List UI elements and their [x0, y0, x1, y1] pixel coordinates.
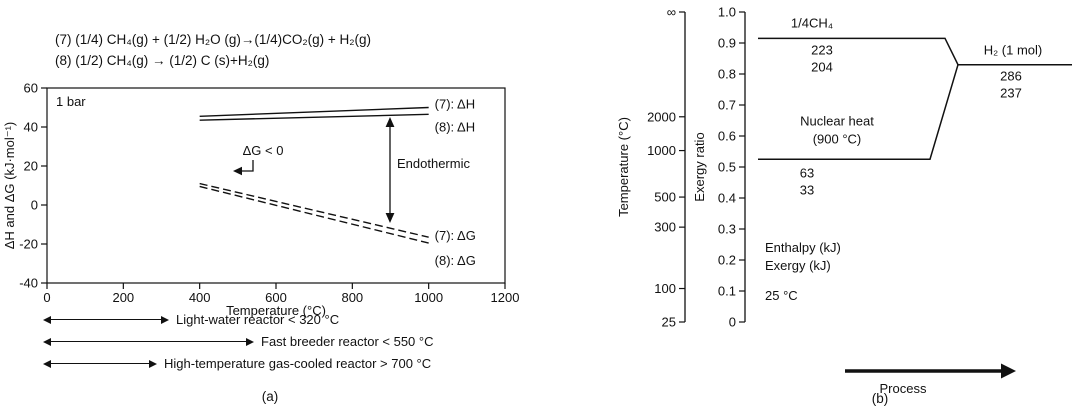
x-tick-label: 400 [189, 290, 211, 305]
nuclear-enthalpy-value: 63 [800, 165, 814, 180]
temperature-axis-title: Temperature (°C) [616, 117, 631, 217]
legend-exergy: Exergy (kJ) [765, 258, 831, 273]
endothermic-label: Endothermic [397, 156, 470, 171]
arrow-left-icon [233, 166, 242, 176]
x-tick-label: 600 [265, 290, 287, 305]
pressure-label: 1 bar [56, 94, 86, 109]
temp-tick-label: 500 [654, 190, 676, 205]
y-tick-label: 60 [24, 81, 38, 96]
range-arrow-icon [43, 337, 254, 346]
range-arrow-icon [43, 315, 169, 324]
x-tick-label: 800 [341, 290, 363, 305]
exergy-tick-label: 0.9 [718, 36, 736, 51]
exergy-tick-label: 0 [729, 315, 736, 330]
y-tick-label: 20 [24, 159, 38, 174]
temp-tick-label: 100 [654, 281, 676, 296]
exergy-tick-label: 0.6 [718, 129, 736, 144]
series-line [199, 185, 429, 244]
exergy-tick-label: 0.7 [718, 98, 736, 113]
temp-tick-label: 2000 [647, 109, 676, 124]
exergy-tick-label: 0.5 [718, 160, 736, 175]
exergy-ratio-diagram: ∞ 2000 1000 500 300 100 25 Temperature (°C) 0 0.1… [616, 5, 1072, 396]
ch4-enthalpy-value: 223 [811, 42, 833, 57]
exergy-axis-title: Exergy ratio [692, 132, 707, 201]
y-tick-label: -40 [19, 276, 38, 291]
ambient-temperature-label: 25 °C [765, 288, 798, 303]
legend-enthalpy: Enthalpy (kJ) [765, 240, 841, 255]
series-line [199, 113, 429, 121]
equation-8: (8) (1/2) CH₄(g) → (1/2) C (s)+H₂(g) [55, 53, 270, 68]
process-label: Process [880, 381, 927, 396]
series-label: (7): ΔG [435, 228, 476, 243]
x-tick-label: 1200 [491, 290, 520, 305]
caption-a: (a) [261, 389, 279, 404]
ch4-exergy-value: 204 [811, 59, 833, 74]
reaction-equations: (7) (1/4) CH₄(g) + (1/2) H₂O (g)→(1/4)CO… [55, 29, 371, 71]
x-tick-label: 0 [43, 290, 50, 305]
series-label: (8): ΔG [435, 253, 476, 268]
reactor-label: Fast breeder reactor < 550 °C [261, 333, 434, 349]
x-tick-label: 200 [112, 290, 134, 305]
series-line [199, 182, 429, 238]
x-tick-label: 1000 [414, 290, 443, 305]
arrow-down-icon [385, 213, 395, 223]
reactor-label: Light-water reactor < 320 °C [176, 311, 340, 327]
exergy-tick-label: 0.1 [718, 284, 736, 299]
reactor-temperature-ranges: Light-water reactor < 320 °C Fast breede… [43, 308, 434, 374]
h2-label: H₂ (1 mol) [984, 43, 1043, 58]
temp-tick-label: 300 [654, 220, 676, 235]
equation-7: (7) (1/4) CH₄(g) + (1/2) H₂O (g)→(1/4)CO… [55, 32, 372, 47]
ch4-to-h2-line [758, 37, 1072, 66]
temp-tick-label: 1000 [647, 143, 676, 158]
arrow-right-icon [1001, 363, 1016, 379]
y-tick-label: 0 [31, 198, 38, 213]
caption-b: (b) [871, 391, 889, 406]
h2-enthalpy-value: 286 [1000, 69, 1022, 84]
series-label: (8): ΔH [435, 119, 475, 134]
temp-tick-label: ∞ [667, 5, 676, 20]
series-label: (7): ΔH [435, 97, 475, 112]
y-tick-label: -20 [19, 237, 38, 252]
nuclear-heat-label: Nuclear heat [800, 113, 874, 128]
reactor-row-fast-breeder: Fast breeder reactor < 550 °C [43, 330, 434, 352]
exergy-tick-label: 0.3 [718, 222, 736, 237]
nuclear-exergy-value: 33 [800, 182, 814, 197]
exergy-tick-label: 1.0 [718, 5, 736, 20]
exergy-tick-label: 0.4 [718, 191, 736, 206]
h2-exergy-value: 237 [1000, 86, 1022, 101]
reactor-row-htgr: High-temperature gas-cooled reactor > 70… [43, 352, 433, 374]
dg-negative-label: ΔG < 0 [243, 143, 284, 158]
nuclear-heat-temp-label: (900 °C) [813, 131, 862, 146]
exergy-tick-label: 0.8 [718, 67, 736, 82]
y-axis-title: ΔH and ΔG (kJ·mol⁻¹) [2, 122, 17, 250]
arrow-up-icon [385, 117, 395, 127]
range-arrow-icon [43, 359, 157, 368]
reactor-row-light-water: Light-water reactor < 320 °C [43, 308, 433, 330]
temp-tick-label: 25 [662, 315, 676, 330]
x-axis-title: Temperature (°C) [226, 303, 326, 318]
exergy-tick-label: 0.2 [718, 253, 736, 268]
ch4-label: 1/4CH₄ [791, 15, 833, 30]
series-line [199, 106, 429, 117]
nuclear-to-h2-line [758, 64, 959, 160]
reactor-label: High-temperature gas-cooled reactor > 70… [164, 355, 432, 371]
y-tick-label: 40 [24, 120, 38, 135]
dg-negative-arrow [241, 160, 254, 172]
